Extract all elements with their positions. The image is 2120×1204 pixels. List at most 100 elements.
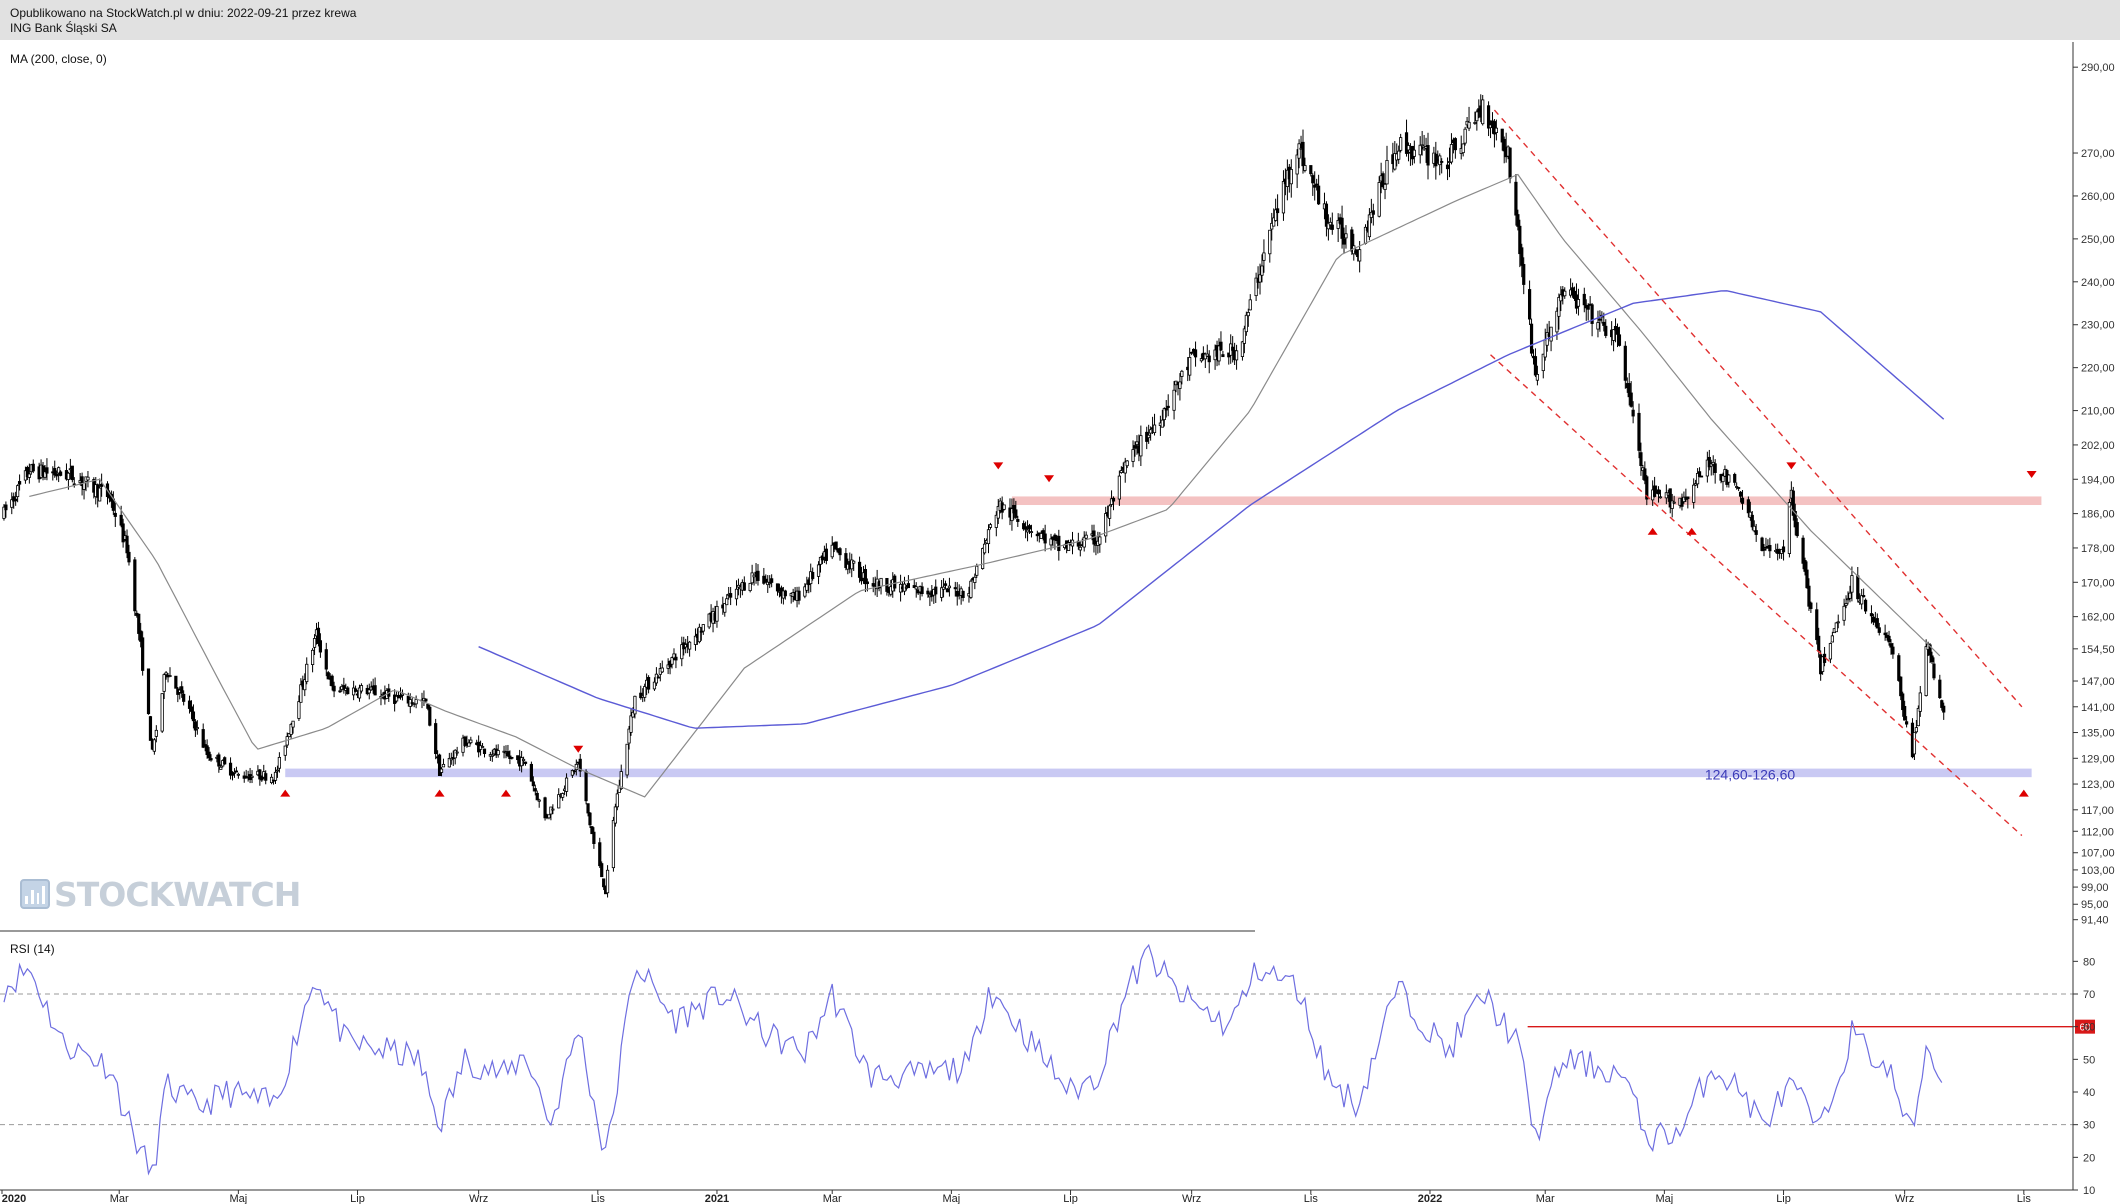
candle-body	[1535, 374, 1540, 381]
candle-body	[625, 743, 629, 776]
candle	[428, 705, 432, 727]
candle	[467, 739, 471, 747]
candle-body	[1912, 732, 1917, 755]
candle-body	[775, 583, 780, 592]
candle-body	[1672, 501, 1676, 504]
candle	[537, 798, 541, 808]
candle	[1109, 490, 1114, 507]
candle-body	[1942, 705, 1946, 713]
candle	[783, 589, 787, 600]
candle-body	[1098, 536, 1102, 545]
candle	[1242, 325, 1246, 354]
candle	[1883, 624, 1887, 641]
candle-body	[1807, 585, 1811, 607]
candle-body	[1381, 173, 1385, 188]
candle	[1119, 466, 1123, 474]
candle	[531, 776, 535, 792]
candle	[1631, 401, 1635, 424]
candle	[2, 504, 6, 521]
candle	[588, 812, 592, 829]
candle	[1297, 139, 1301, 169]
candle-body	[1231, 346, 1235, 351]
candle	[1557, 293, 1561, 330]
candle-body	[121, 523, 125, 543]
candle	[1615, 323, 1620, 348]
candle-body	[578, 758, 582, 772]
candle-body	[646, 677, 651, 690]
candle-body	[1119, 470, 1123, 473]
marker-up-arrow	[280, 789, 291, 797]
candle	[482, 748, 487, 758]
candle-body	[1467, 121, 1471, 129]
candle-body	[1916, 708, 1920, 727]
candle	[1467, 106, 1471, 132]
price-ytick-label: 290,00	[2081, 62, 2115, 74]
candle-body	[756, 570, 760, 581]
price-ytick-label: 270,00	[2081, 148, 2115, 160]
rsi-ytick-label: 10	[2083, 1185, 2095, 1197]
candle	[1066, 539, 1071, 552]
candle-body	[1035, 533, 1039, 537]
candle	[269, 773, 274, 785]
candle	[250, 770, 254, 784]
candle	[824, 543, 828, 565]
candle	[1692, 478, 1696, 509]
candle-body	[1815, 609, 1819, 641]
candle	[310, 648, 315, 673]
candle	[674, 653, 678, 669]
candle	[1221, 350, 1225, 358]
candle-body	[1258, 274, 1262, 283]
candle	[1412, 140, 1416, 164]
candle	[838, 547, 842, 561]
candle-body	[941, 586, 946, 590]
candle	[986, 524, 991, 554]
candle-body	[310, 649, 315, 665]
candle	[750, 564, 754, 585]
candle	[4, 501, 8, 518]
candle-body	[510, 756, 514, 759]
x-tick-label: 2021	[705, 1193, 729, 1204]
candle-body	[359, 685, 364, 692]
candle	[1438, 153, 1442, 176]
candle-body	[201, 729, 205, 748]
candle	[1522, 257, 1526, 295]
candle-body	[943, 583, 948, 586]
candle	[1188, 347, 1192, 381]
candle	[146, 668, 151, 715]
candle-body	[1449, 144, 1454, 163]
candle-body	[1397, 150, 1401, 160]
candle-body	[55, 473, 59, 477]
candle	[1588, 295, 1592, 306]
candle-body	[1248, 299, 1252, 311]
candle	[1598, 310, 1602, 332]
candle-body	[1275, 208, 1280, 214]
candle	[434, 718, 438, 760]
candle-body	[1461, 143, 1465, 154]
candle-body	[1842, 605, 1846, 621]
candle-body	[228, 762, 233, 776]
candle	[1473, 111, 1477, 125]
candle	[906, 575, 910, 589]
candle	[535, 790, 539, 801]
candle-body	[1066, 542, 1071, 551]
x-tick-label: Lis	[2017, 1193, 2032, 1204]
candle-body	[1108, 505, 1112, 519]
candle	[1809, 601, 1813, 613]
candle	[643, 683, 647, 702]
candle-body	[1705, 459, 1709, 477]
candle-body	[1862, 595, 1866, 598]
candle-body	[1463, 128, 1467, 144]
candle	[209, 754, 213, 762]
candle-body	[680, 644, 684, 660]
candle-body	[338, 690, 342, 693]
candle	[770, 574, 774, 588]
candle	[693, 628, 698, 651]
candle	[1281, 170, 1286, 221]
x-tick-label: Mar	[823, 1193, 842, 1204]
candle-body	[59, 471, 63, 476]
candle	[1301, 129, 1305, 174]
candle	[219, 764, 223, 770]
candle-body	[1760, 537, 1764, 551]
candle-body	[1658, 496, 1663, 499]
candle-body	[1762, 548, 1766, 551]
